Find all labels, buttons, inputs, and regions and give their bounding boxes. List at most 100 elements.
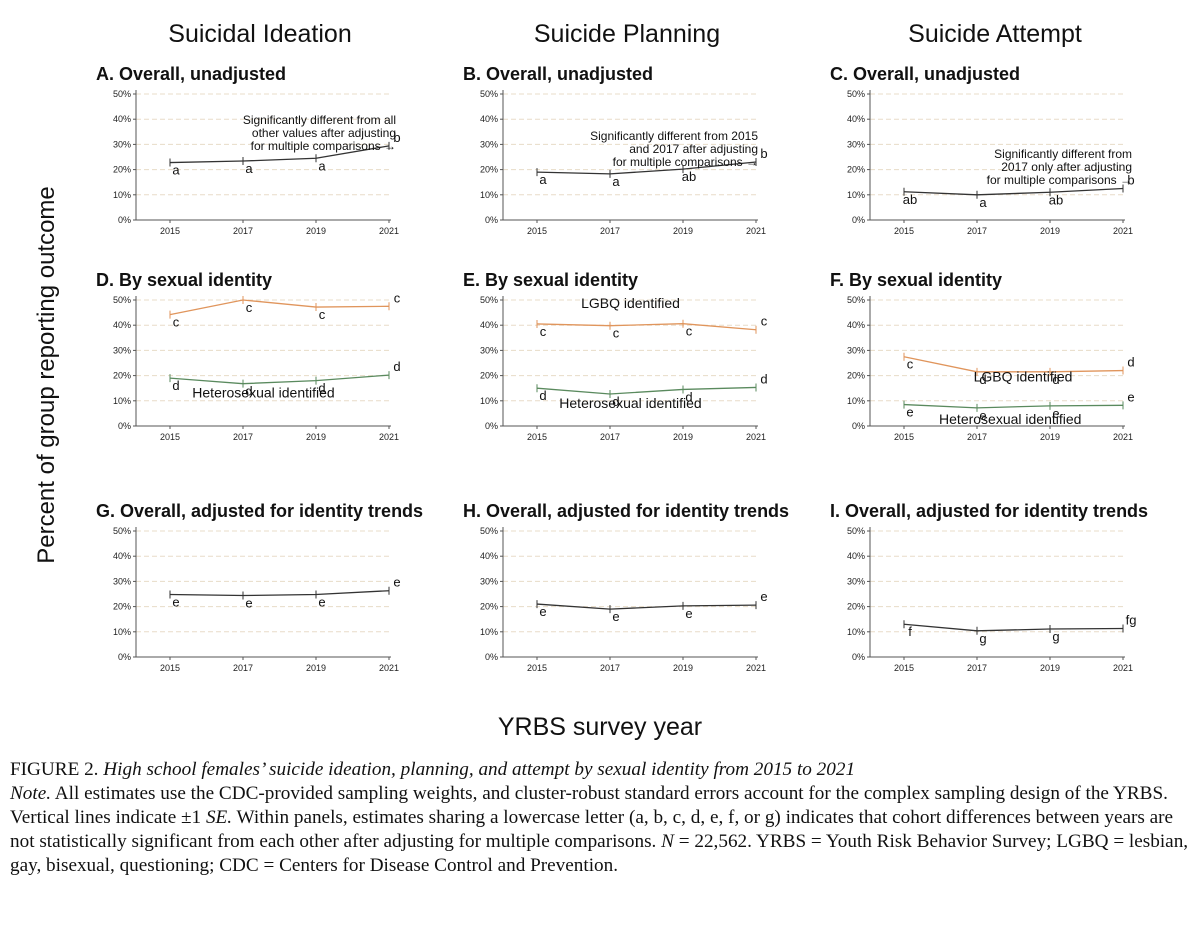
caption-note-n: N [661,831,674,852]
y-tick-label: 40% [480,320,498,330]
y-tick-label: 50% [847,89,865,99]
significance-letter: d [612,394,619,409]
x-tick-label: 2021 [1113,226,1133,236]
significance-letter: a [979,195,987,210]
y-tick-label: 30% [113,139,131,149]
panel-C: C. Overall, unadjusted 0% 10% 20% 30% 40% 50% 2… [830,64,1200,254]
x-tick-label: 2021 [746,663,766,673]
y-tick-label: 10% [847,190,865,200]
x-tick-label: 2017 [967,663,987,673]
annotation-line: other values after adjusting [252,126,396,140]
x-tick-label: 2021 [1113,663,1133,673]
y-tick-label: 20% [480,165,498,175]
significance-letter: ab [682,169,696,184]
x-tick-label: 2021 [1113,432,1133,442]
significance-letter: g [1052,629,1059,644]
y-tick-label: 0% [485,215,498,225]
series-label: LGBQ identified [581,295,680,311]
y-tick-label: 40% [847,320,865,330]
panel-title-H: H. Overall, adjusted for identity trends [463,501,790,521]
significance-letter: e [318,595,325,610]
y-tick-label: 40% [113,320,131,330]
y-tick-label: 0% [118,215,131,225]
significance-letter: e [393,575,400,590]
column-title-ideation: Suicidal Ideation [168,20,352,48]
y-axis-label: Percent of group reporting outcome [33,186,60,564]
panel-title-G: G. Overall, adjusted for identity trends [96,501,424,521]
y-tick-label: 20% [847,371,865,381]
significance-letter: b [393,130,400,145]
x-tick-label: 2021 [379,226,399,236]
chart-G: 0% 10% 20% 30% 40% 50% 2015 2017 2019 2021 e e e e [113,526,401,673]
significance-letter: c [761,314,768,329]
significance-letter: c [246,300,253,315]
y-tick-label: 30% [113,345,131,355]
series-line-lgbq [536,323,757,331]
y-tick-label: 20% [113,602,131,612]
y-tick-label: 30% [480,345,498,355]
series-line-lgbq [169,299,390,316]
y-tick-label: 40% [480,551,498,561]
panel-title-C: C. Overall, unadjusted [830,64,1021,84]
significance-letter: d [685,389,692,404]
significance-letter: e [245,596,252,611]
significance-letter: b [1127,173,1134,188]
x-tick-label: 2015 [160,432,180,442]
caption-note-part1: All estimates use the CDC-provided sampl… [10,783,1168,828]
x-tick-label: 2015 [894,226,914,236]
significance-letter: fg [1126,613,1137,628]
significance-letter: e [612,609,619,624]
y-tick-label: 10% [113,190,131,200]
significance-letter: g [979,631,986,646]
significance-letter: a [172,163,180,178]
series-line-overall [903,623,1124,632]
series-line-heterosexual [169,374,390,385]
series-line-overall [536,161,757,175]
y-tick-label: 10% [847,627,865,637]
significance-letter: e [172,595,179,610]
series-line-overall [903,187,1124,196]
panel-title-E: E. By sexual identity [463,270,639,290]
x-tick-label: 2015 [527,663,547,673]
y-tick-label: 0% [852,215,865,225]
x-tick-label: 2017 [233,226,253,236]
chart-E: 0% 10% 20% 30% 40% 50% 2015 2017 2019 2021 c c c c LGB… [480,295,768,442]
x-tick-label: 2017 [967,432,987,442]
series-label: Heterosexual identified [559,395,701,411]
panel-title-F: F. By sexual identity [830,270,1003,290]
significance-letter: e [685,606,692,621]
significance-letter: d [172,378,179,393]
x-tick-label: 2015 [160,663,180,673]
y-tick-label: 50% [113,295,131,305]
y-tick-label: 50% [480,89,498,99]
y-tick-label: 10% [480,396,498,406]
chart-C: 0% 10% 20% 30% 40% 50% 2015 2017 2019 2021 ab a ab bS… [847,89,1135,236]
chart-A: 0% 10% 20% 30% 40% 50% 2015 2017 2019 2021 a a a b Sig… [113,89,401,236]
significance-letter: a [539,172,547,187]
annotation-line: for multiple comparisons → [613,155,758,169]
x-tick-label: 2015 [894,432,914,442]
x-tick-label: 2015 [894,663,914,673]
x-tick-label: 2021 [746,226,766,236]
y-tick-label: 40% [113,551,131,561]
significance-letter: a [612,174,620,189]
y-tick-label: 50% [113,526,131,536]
series-label: Heterosexual identified [939,411,1081,427]
panel-title-A: A. Overall, unadjusted [96,64,287,84]
significance-letter: ab [903,192,917,207]
y-tick-label: 30% [847,345,865,355]
y-tick-label: 40% [847,114,865,124]
y-tick-label: 0% [118,421,131,431]
panel-B: B. Overall, unadjusted 0% 10% 20% 30% 40% 50% 2… [463,64,833,254]
series-label: Heterosexual identified [192,384,334,400]
y-tick-label: 0% [485,421,498,431]
y-tick-label: 10% [113,396,131,406]
panel-D: D. By sexual identity 0% 10% 20% 30% 40% 50% 20… [96,270,466,460]
annotation-line: for multiple comparisons → [251,139,396,153]
x-tick-label: 2019 [673,226,693,236]
panel-title-I: I. Overall, adjusted for identity trends [830,501,1149,521]
x-tick-label: 2019 [673,432,693,442]
x-tick-label: 2019 [1040,663,1060,673]
significance-letter: c [686,324,693,339]
